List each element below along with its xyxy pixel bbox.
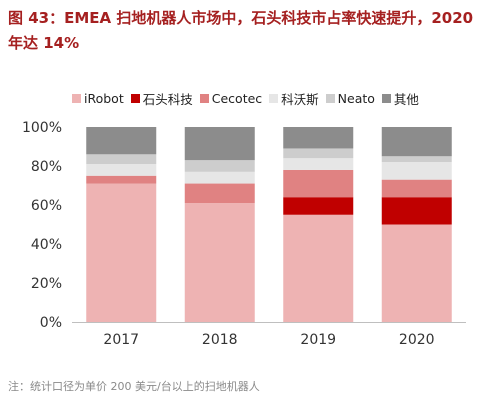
bar-segment: [184, 160, 255, 172]
bar-segment: [381, 156, 452, 163]
x-tick-label: 2020: [399, 332, 435, 348]
x-tick-label: 2017: [103, 332, 139, 348]
bar-segment: [283, 169, 354, 198]
y-tick-label: 100%: [22, 120, 62, 136]
bar-segment: [86, 175, 157, 184]
bar-segment: [283, 127, 354, 149]
chart-title: 图 43：EMEA 扫地机器人市场中，石头科技市占率快速提升，2020 年达 1…: [8, 9, 474, 52]
bar-segment: [283, 158, 354, 170]
legend-swatch: [269, 93, 279, 103]
bar-segment: [381, 179, 452, 198]
legend-swatch: [130, 93, 140, 103]
legend-swatch: [381, 93, 391, 103]
legend-swatch: [72, 93, 81, 103]
legend-label: 科沃斯: [281, 91, 319, 107]
bar-segment: [283, 148, 354, 159]
legend-item: Cecotec: [199, 90, 263, 106]
y-tick-label: 20%: [31, 276, 62, 292]
y-tick-label: 40%: [31, 237, 62, 253]
chart-note: 注：统计口径为单价 200 美元/台以上的扫地机器人: [8, 380, 260, 393]
y-tick-label: 0%: [40, 315, 62, 331]
bar-segment: [86, 164, 157, 176]
legend-item: iRobot: [72, 91, 124, 106]
legend-swatch: [199, 93, 209, 103]
bar-segment: [283, 197, 354, 215]
legend-label: 石头科技: [142, 91, 193, 107]
bar-segment: [184, 203, 255, 322]
bar-segment: [184, 127, 255, 161]
x-tick-label: 2018: [202, 332, 238, 348]
chart-legend: iRobot 石头科技 Cecotec 科沃斯 Neato 其他: [72, 88, 426, 108]
x-tick-label: 2019: [300, 332, 336, 348]
legend-item: 科沃斯: [269, 89, 319, 108]
legend-item: 石头科技: [130, 89, 193, 108]
legend-label: iRobot: [84, 90, 124, 106]
bar-segment: [381, 127, 452, 157]
bar-segment: [283, 214, 354, 322]
bar-segment: [184, 183, 255, 204]
y-tick-label: 80%: [31, 159, 62, 175]
bar-segment: [184, 171, 255, 184]
legend-swatch: [325, 93, 335, 103]
bar-segment: [381, 162, 452, 180]
legend-item: Neato: [325, 90, 375, 106]
legend-label: Cecotec: [211, 90, 263, 106]
bar-segment: [381, 197, 452, 225]
legend-label: 其他: [393, 91, 419, 107]
bar-segment: [381, 224, 452, 322]
bar-segment: [86, 154, 157, 165]
legend-label: Neato: [337, 90, 375, 106]
bar-segment: [86, 183, 157, 322]
y-tick-label: 60%: [31, 198, 62, 214]
bar-segment: [86, 127, 157, 155]
legend-item: 其他: [381, 89, 419, 108]
